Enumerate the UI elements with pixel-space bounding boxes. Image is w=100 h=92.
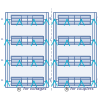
Bar [32, 56, 43, 65]
Bar [11, 77, 43, 79]
Text: $u_3$: $u_3$ [0, 57, 6, 64]
Bar [58, 56, 68, 65]
Bar [11, 56, 43, 59]
Text: $i_2$: $i_2$ [49, 36, 53, 44]
Bar [11, 42, 43, 44]
Bar [11, 36, 21, 44]
Text: $u_1$: $u_1$ [0, 16, 6, 23]
Bar [11, 83, 43, 85]
Bar [58, 21, 90, 24]
Text: $i_4$: $i_4$ [49, 77, 53, 85]
Bar [58, 77, 68, 85]
Bar [32, 36, 43, 44]
Bar [11, 36, 43, 38]
Bar [11, 15, 21, 24]
Bar [5, 12, 48, 87]
Bar [58, 15, 90, 18]
Bar [11, 15, 43, 18]
Bar [58, 62, 90, 65]
Circle shape [17, 88, 21, 91]
Bar [58, 42, 90, 44]
Circle shape [65, 88, 68, 91]
Text: $i_1$: $i_1$ [49, 16, 53, 23]
Bar [58, 36, 68, 44]
Text: a: a [18, 87, 20, 91]
Bar [32, 15, 43, 24]
Text: $i_1'$: $i_1'$ [95, 15, 99, 23]
Bar [80, 36, 90, 44]
Bar [11, 77, 21, 85]
Bar [58, 56, 90, 59]
Bar [32, 77, 43, 85]
Bar [80, 15, 90, 24]
Text: $u_4$: $u_4$ [0, 78, 6, 84]
Bar [58, 77, 90, 79]
Text: for voltages: for voltages [22, 87, 46, 91]
Bar [11, 21, 43, 24]
Text: b: b [66, 87, 68, 91]
Text: $i_3$: $i_3$ [49, 57, 53, 64]
Bar [58, 83, 90, 85]
Bar [58, 36, 90, 38]
Bar [11, 56, 21, 65]
Bar [80, 77, 90, 85]
Bar [80, 56, 90, 65]
Text: $i_4'$: $i_4'$ [95, 77, 99, 85]
Text: $u_1'$: $u_1'$ [48, 15, 53, 24]
Bar [11, 62, 43, 65]
Text: $u_2$: $u_2$ [0, 37, 6, 43]
Text: $u_4'$: $u_4'$ [48, 77, 53, 85]
Bar [53, 12, 96, 87]
Bar [58, 15, 68, 24]
Text: for couplers: for couplers [70, 87, 94, 91]
